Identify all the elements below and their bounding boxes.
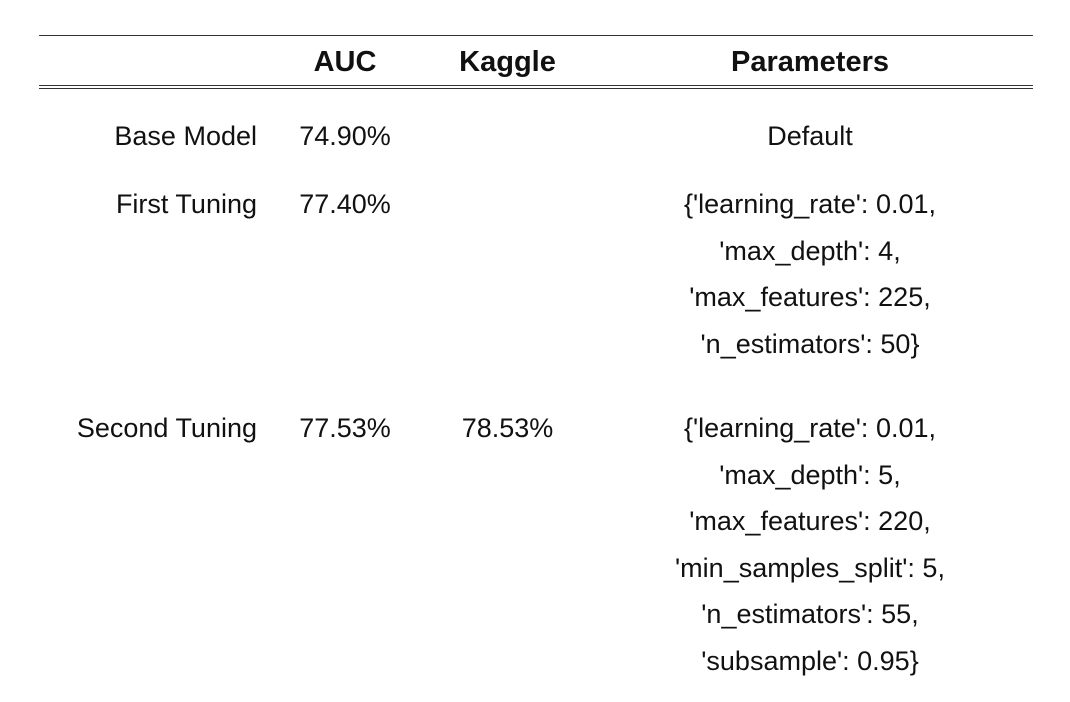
kaggle-second-tuning: 78.53% [461, 413, 554, 443]
auc-base-model: 74.90% [299, 121, 391, 151]
param-line: 'max_features': 225, [689, 282, 931, 312]
parameters-first-tuning: {'learning_rate': 0.01, 'max_depth': 4, … [600, 181, 1020, 367]
param-line: 'n_estimators': 55, [701, 599, 919, 629]
header-double-rule [39, 85, 1033, 89]
row-label-first-tuning: First Tuning [115, 189, 257, 219]
header-auc: AUC [313, 46, 377, 78]
param-line: Default [767, 121, 853, 151]
param-line: {'learning_rate': 0.01, [684, 189, 936, 219]
parameters-second-tuning: {'learning_rate': 0.01, 'max_depth': 5, … [600, 405, 1020, 684]
header-parameters: Parameters [731, 46, 889, 78]
param-line: {'learning_rate': 0.01, [684, 413, 936, 443]
auc-first-tuning: 77.40% [299, 189, 391, 219]
row-label-second-tuning: Second Tuning [76, 413, 257, 443]
param-line: 'max_depth': 4, [719, 235, 901, 266]
top-rule [39, 35, 1033, 36]
parameters-base-model: Default [600, 113, 1020, 160]
auc-second-tuning: 77.53% [299, 413, 391, 443]
row-label-base-model: Base Model [114, 121, 257, 151]
param-line: 'subsample': 0.95} [701, 645, 919, 676]
param-line: 'min_samples_split': 5, [675, 552, 945, 583]
param-line: 'n_estimators': 50} [700, 328, 920, 359]
header-kaggle: Kaggle [459, 46, 556, 78]
param-line: 'max_features': 220, [689, 506, 931, 536]
param-line: 'max_depth': 5, [719, 459, 901, 490]
